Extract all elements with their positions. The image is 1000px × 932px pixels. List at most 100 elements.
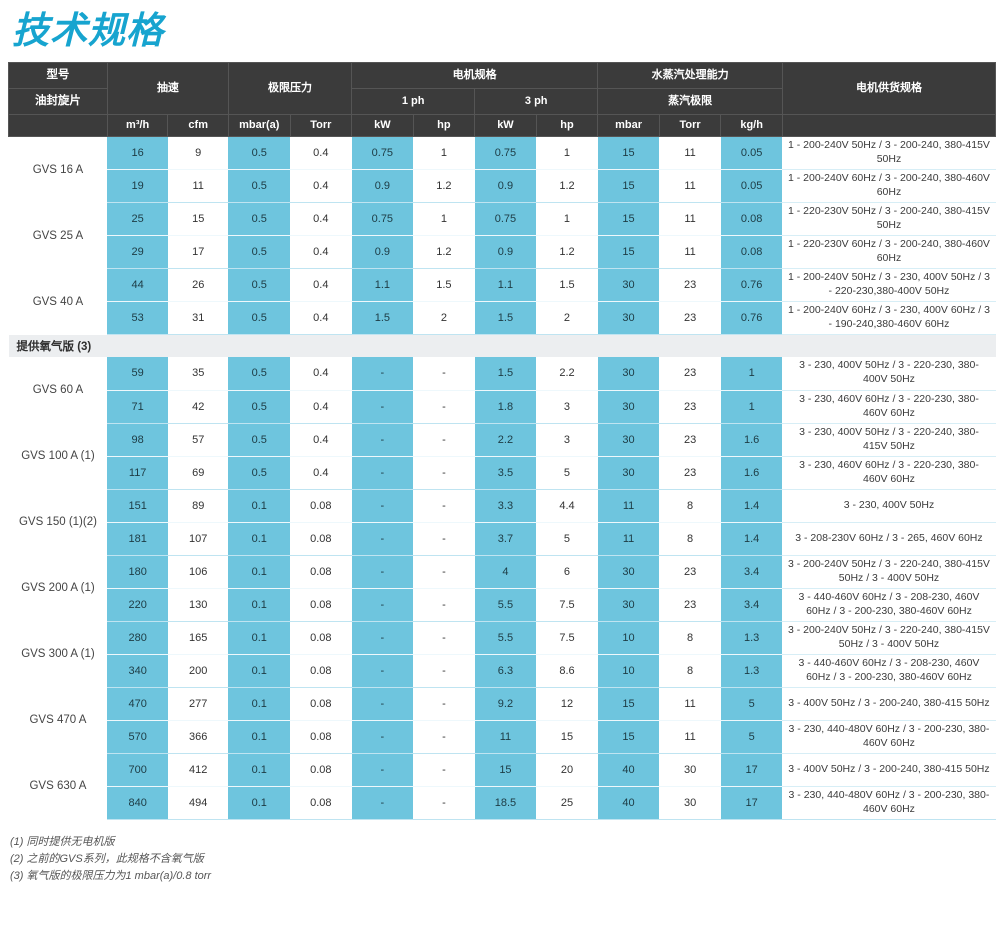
cell-hp3: 7.5 <box>536 588 598 622</box>
header-row-groups-sub: 油封旋片 1 ph 3 ph 蒸汽极限 <box>8 88 996 115</box>
header-unit-torr-ultimate: Torr <box>289 114 353 137</box>
cell-kw1: - <box>351 786 414 820</box>
cell-kw1: - <box>351 753 414 787</box>
header-row-groups-top: 型号 抽速 极限压力 电机规格 水蒸汽处理能力 电机供货规格 <box>8 62 997 115</box>
cell-cfm: 31 <box>167 301 229 335</box>
cell-mbara: 0.5 <box>228 456 291 490</box>
cell-mbara: 0.5 <box>228 235 291 269</box>
cell-torr1: 0.4 <box>290 202 352 236</box>
cell-hp1: 1.5 <box>413 268 475 302</box>
cell-torr1: 0.08 <box>290 555 352 589</box>
cell-kgh: 1.3 <box>720 654 783 688</box>
cell-torr1: 0.4 <box>290 235 352 269</box>
cell-mbar: 30 <box>597 423 660 457</box>
cell-mbara: 0.5 <box>228 301 291 335</box>
cell-kw3: 11 <box>474 720 537 754</box>
cell-hp3: 4.4 <box>536 489 598 523</box>
cell-cfm: 42 <box>167 390 229 424</box>
footnote-1: (1) 同时提供无电机版 <box>10 835 115 848</box>
cell-hp1: - <box>413 357 475 391</box>
table-row: GVS 16 A 16 9 0.5 0.4 0.75 1 0.75 1 15 11 0.05 1 - 2… <box>8 136 996 203</box>
model-name-cell: GVS 200 A (1) <box>8 555 108 622</box>
table-row: GVS 470 A 470 277 0.1 0.08- -9.2 12 15 11 5 3 - 40… <box>8 687 996 754</box>
cell-kw1: - <box>351 621 414 655</box>
cell-hp1: - <box>413 720 475 754</box>
cell-m3h: 340 <box>107 654 168 688</box>
table-row: GVS 300 A (1) 280 165 0.1 0.08- -5.5 7.5 10 8 1.3… <box>8 621 996 688</box>
cell-torr2: 8 <box>659 522 721 556</box>
cell-mbar: 10 <box>597 654 660 688</box>
footnote-2: (2) 之前的GVS系列，此规格不含氧气版 <box>10 852 204 865</box>
cell-hp3: 5 <box>536 522 598 556</box>
header-group-motor-supply: 电机供货规格 <box>781 62 997 115</box>
header-unit-model-blank <box>8 114 108 137</box>
cell-hp3: 20 <box>536 753 598 787</box>
cell-kw1: - <box>351 423 414 457</box>
cell-kw3: 1.5 <box>474 301 537 335</box>
technical-specification-table: 型号 抽速 极限压力 电机规格 水蒸汽处理能力 电机供货规格 油封旋片 1 ph… <box>8 62 997 820</box>
cell-kw3: 3.7 <box>474 522 537 556</box>
cell-m3h: 71 <box>107 390 168 424</box>
cell-kgh: 0.76 <box>720 301 783 335</box>
table-row: GVS 40 A 44 26 0.5 0.4 1.1 1.5 1.1 1.5 30 23 0.76 1 … <box>8 268 996 335</box>
page-title: 技术规格 <box>12 10 164 51</box>
cell-torr2: 23 <box>659 456 721 490</box>
cell-hp1: - <box>413 621 475 655</box>
header-unit-kgh: kg/h <box>720 114 783 137</box>
cell-hp1: - <box>413 588 475 622</box>
cell-hp1: - <box>413 687 475 721</box>
footnotes: (1) 同时提供无电机版 (2) 之前的GVS系列，此规格不含氧气版 (3) 氧… <box>10 834 1000 885</box>
cell-mbar: 15 <box>597 136 660 170</box>
cell-cfm: 277 <box>167 687 229 721</box>
cell-kgh: 0.05 <box>720 136 783 170</box>
cell-kw3: 0.75 <box>474 202 537 236</box>
cell-torr2: 11 <box>659 720 721 754</box>
table-row: 53 31 0.5 0.4 1.5 2 1.5 2 30 23 0.76 1 - 200-240V 6… <box>9 301 996 335</box>
cell-m3h: 44 <box>107 268 168 302</box>
table-row: 340 200 0.1 0.08- -6.3 8.6 10 8 1.3 3 - 440-460V … <box>9 654 996 688</box>
header-model-bottom: 油封旋片 <box>8 88 108 115</box>
cell-kgh: 1 <box>720 357 783 391</box>
cell-torr1: 0.08 <box>290 720 352 754</box>
cell-torr2: 23 <box>659 357 721 391</box>
cell-mbar: 15 <box>597 202 660 236</box>
cell-cfm: 15 <box>167 202 229 236</box>
header-row-units: m³/h cfm mbar(a) Torr kW hp kW hp mbar T… <box>8 114 997 137</box>
cell-hp1: - <box>413 753 475 787</box>
cell-m3h: 570 <box>107 720 168 754</box>
cell-kw1: - <box>351 522 414 556</box>
cell-mbara: 0.1 <box>228 786 291 820</box>
cell-torr1: 0.08 <box>290 621 352 655</box>
cell-mbara: 0.5 <box>228 136 291 170</box>
cell-kgh: 1.6 <box>720 423 783 457</box>
header-group-water-vapour: 水蒸汽处理能力 <box>597 62 783 89</box>
cell-hp3: 1.5 <box>536 268 598 302</box>
table-row: 181 107 0.1 0.08- -3.7 5 11 8 1.4 3 - 208-230V 60… <box>9 522 996 556</box>
cell-torr2: 23 <box>659 423 721 457</box>
cell-m3h: 59 <box>107 357 168 391</box>
cell-torr2: 11 <box>659 687 721 721</box>
cell-mbar: 30 <box>597 357 660 391</box>
cell-hp3: 5 <box>536 456 598 490</box>
cell-kw1: - <box>351 456 414 490</box>
cell-motor-supply: 3 - 230, 400V 50Hz / 3 - 220-240, 380-41… <box>782 423 996 457</box>
model-name-cell: GVS 300 A (1) <box>8 621 108 688</box>
cell-kw1: 1.5 <box>351 301 414 335</box>
header-unit-mbara: mbar(a) <box>227 114 291 137</box>
cell-motor-supply: 3 - 230, 440-480V 60Hz / 3 - 200-230, 38… <box>782 720 996 754</box>
cell-hp3: 6 <box>536 555 598 589</box>
cell-m3h: 19 <box>107 169 168 203</box>
header-unit-hp-1ph: hp <box>412 114 476 137</box>
cell-hp3: 25 <box>536 786 598 820</box>
cell-mbar: 30 <box>597 588 660 622</box>
cell-motor-supply: 3 - 230, 400V 50Hz / 3 - 220-230, 380-40… <box>782 357 996 391</box>
cell-mbar: 30 <box>597 555 660 589</box>
model-name-cell: GVS 470 A <box>8 687 108 754</box>
cell-mbara: 0.5 <box>228 169 291 203</box>
cell-mbar: 15 <box>597 687 660 721</box>
cell-hp1: - <box>413 489 475 523</box>
cell-motor-supply: 3 - 400V 50Hz / 3 - 200-240, 380-415 50H… <box>782 687 996 721</box>
cell-torr2: 11 <box>659 136 721 170</box>
cell-mbara: 0.1 <box>228 687 291 721</box>
oxygen-separator-row: 提供氧气版 (3) <box>8 334 996 357</box>
